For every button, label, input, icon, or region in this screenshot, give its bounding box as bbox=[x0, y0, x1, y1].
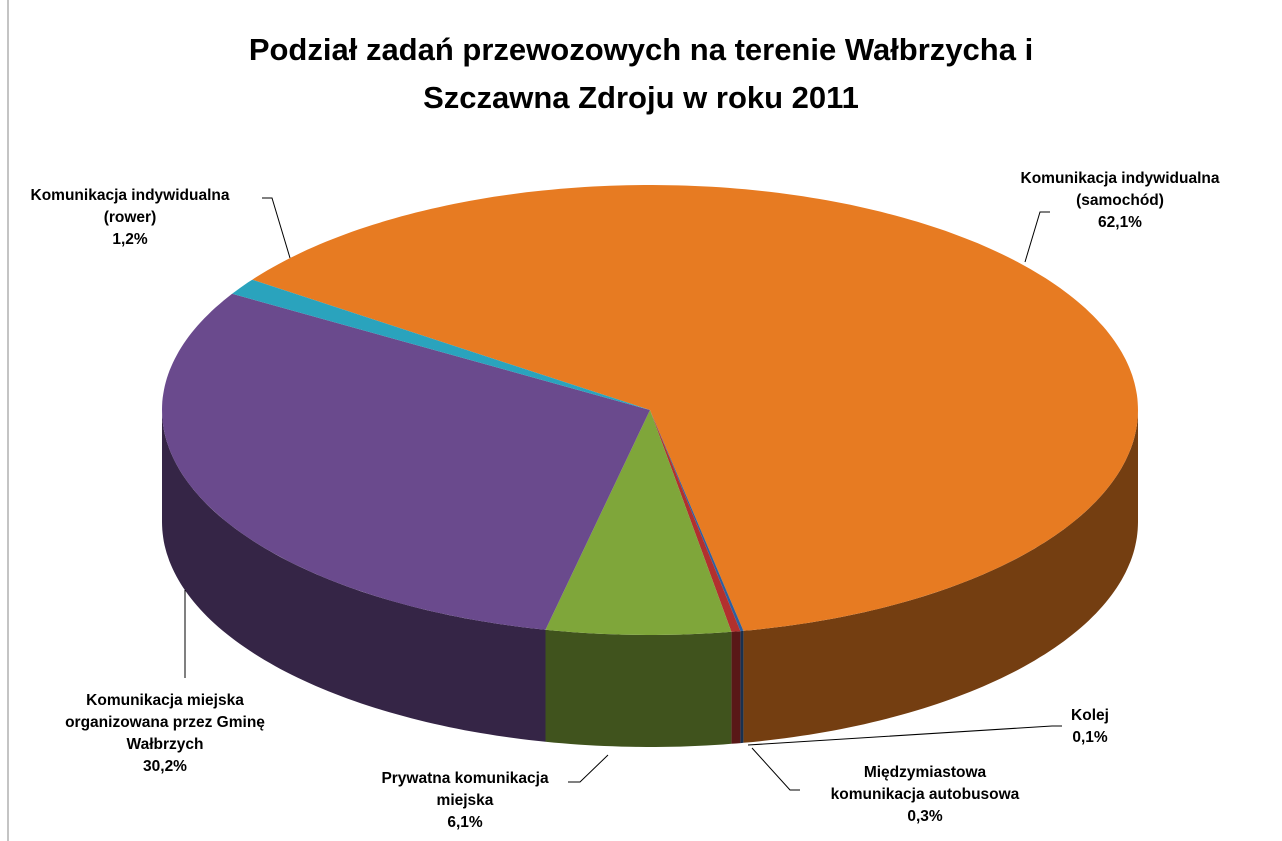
slice-side bbox=[740, 630, 744, 744]
slice-side bbox=[162, 410, 546, 742]
label-name: Prywatna komunikacja miejska bbox=[381, 770, 549, 809]
label-value: 1,2% bbox=[112, 231, 148, 248]
label-value: 30,2% bbox=[143, 758, 187, 775]
slice-label: Komunikacja indywidualna (rower) 1,2% bbox=[5, 185, 255, 251]
slice-label: Międzymiastowa komunikacja autobusowa 0,3… bbox=[825, 762, 1025, 828]
slice bbox=[162, 293, 650, 630]
slice-side bbox=[545, 629, 732, 747]
slice-side bbox=[743, 410, 1138, 743]
pie bbox=[162, 185, 1138, 747]
label-name: Międzymiastowa komunikacja autobusowa bbox=[830, 764, 1020, 803]
slice-label: Komunikacja miejska organizowana przez G… bbox=[50, 690, 280, 778]
leader-line bbox=[747, 725, 1062, 746]
slice bbox=[232, 279, 650, 410]
label-value: 62,1% bbox=[1098, 214, 1142, 231]
leader-line bbox=[751, 747, 800, 791]
slice bbox=[252, 185, 1138, 631]
leader-line bbox=[1024, 211, 1050, 263]
label-name: Komunikacja indywidualna (samochód) bbox=[1020, 170, 1220, 209]
slice-label: Kolej 0,1% bbox=[1060, 705, 1120, 749]
slice bbox=[650, 410, 744, 632]
label-value: 0,1% bbox=[1072, 729, 1108, 746]
slice-side bbox=[731, 631, 741, 744]
label-name: Komunikacja miejska organizowana przez G… bbox=[65, 692, 265, 753]
label-value: 0,3% bbox=[907, 808, 943, 825]
leaders bbox=[184, 197, 1062, 791]
label-name: Kolej bbox=[1071, 707, 1109, 724]
slice bbox=[650, 410, 741, 632]
chart-title: Podział zadań przewozowych na terenie Wa… bbox=[248, 32, 1034, 115]
leader-line bbox=[262, 197, 291, 259]
label-value: 6,1% bbox=[447, 814, 483, 831]
leader-line bbox=[568, 754, 609, 783]
slice bbox=[545, 410, 732, 635]
slice-label: Prywatna komunikacja miejska 6,1% bbox=[360, 768, 570, 834]
slice-label: Komunikacja indywidualna (samochód) 62,1% bbox=[995, 168, 1245, 234]
label-name: Komunikacja indywidualna (rower) bbox=[30, 187, 230, 226]
